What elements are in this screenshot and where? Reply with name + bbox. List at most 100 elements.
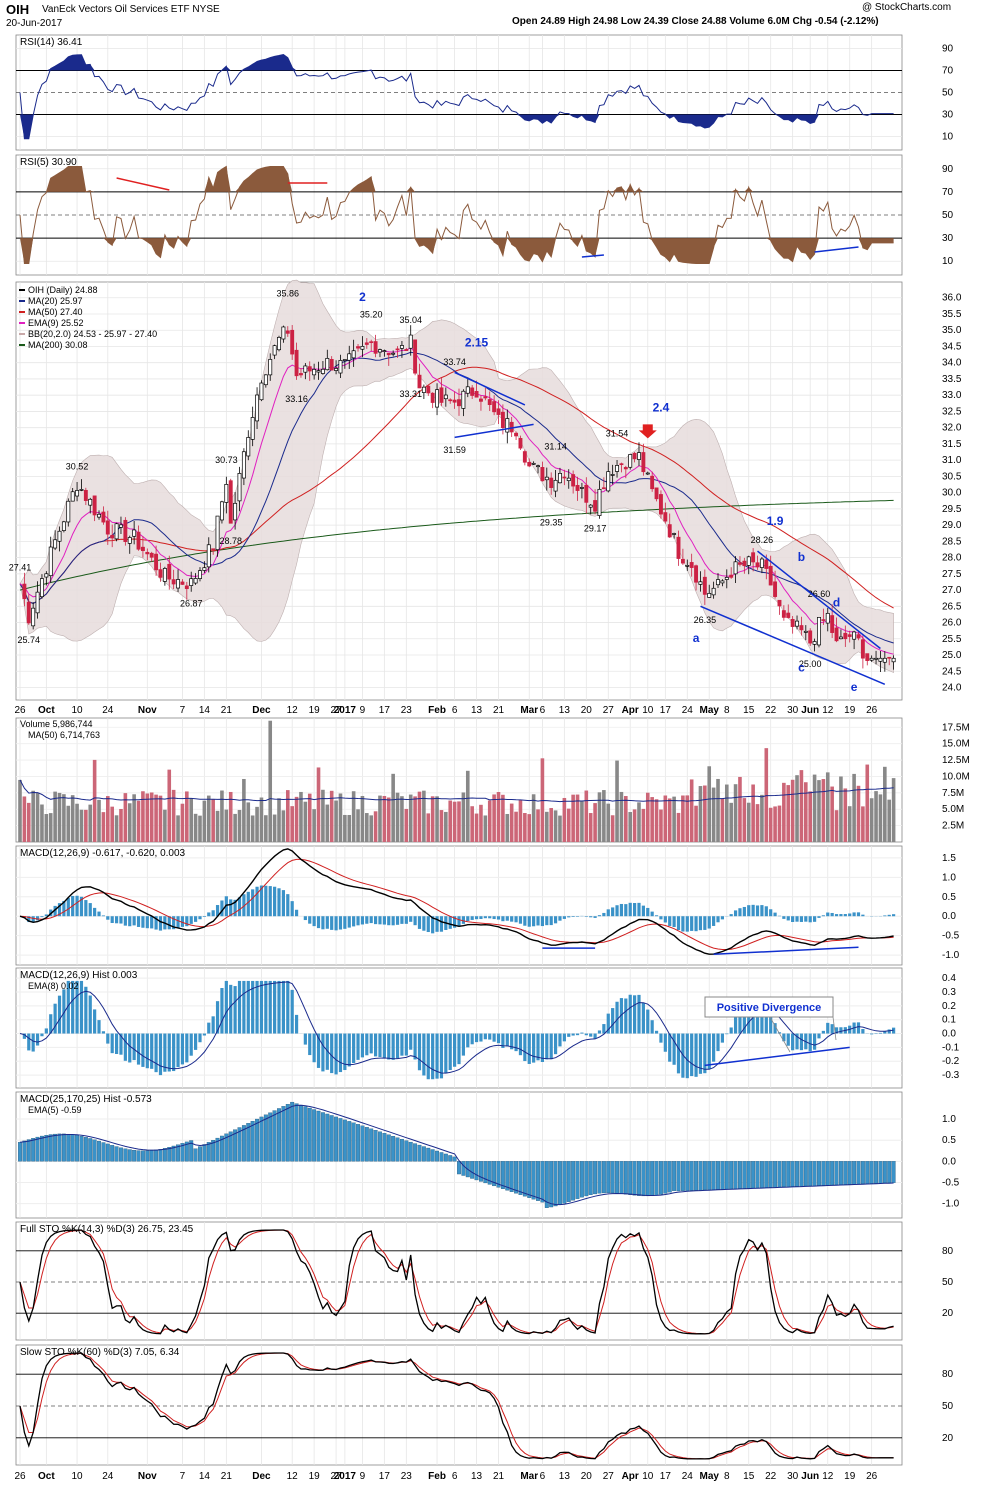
hist-bar [62,989,66,1034]
volume-bar [277,798,281,842]
hist-bar [514,1033,518,1052]
macd-hist-bar [79,896,84,917]
volume-ma-line [19,779,894,803]
volume-bar [566,808,571,842]
long-hist-bar [500,1161,505,1189]
volume-bar [299,791,303,842]
volume-bar [527,814,532,842]
volume-bar [536,809,540,842]
candle-body [233,502,238,521]
candle-body [588,504,593,508]
macd-hist-bar [273,886,277,917]
long-hist-bar [672,1161,677,1191]
long-hist-bar [435,1150,439,1162]
macd-hist-bar [545,916,549,926]
volume-bar [856,785,861,842]
long-hist-bar [83,1137,88,1162]
volume-bar [386,797,391,842]
volume-bar [562,797,567,842]
candle-body [764,559,769,569]
long-hist-bar [891,1161,896,1183]
volume-bar [645,792,650,842]
ema9-line [19,346,894,655]
macd-hist-bar [88,903,92,917]
hist-bar [132,1033,136,1061]
macd-hist-bar [839,914,843,917]
long-hist-bar [224,1133,229,1162]
volume-bar [764,748,769,842]
candle-body [672,533,677,535]
candle-body [206,544,211,568]
price-annotation: 28.78 [219,536,242,546]
macd-hist-bar [593,916,597,918]
volume-bar [610,815,615,842]
x-tick-label: Dec [252,1471,271,1482]
volume-bar [663,795,668,842]
hist-bar [474,1033,479,1043]
candle-body [711,587,716,596]
volume-bar [444,811,448,842]
hist-bar [461,1033,465,1056]
macd-hist-bar [619,903,624,917]
long-hist-bar [724,1161,729,1190]
x-tick-label: 21 [221,1471,233,1482]
hist-bar [523,1033,527,1062]
long-hist-bar [189,1140,194,1162]
candle-body [382,350,387,352]
hist-bar [259,980,264,1034]
macd-divergence-line [713,946,859,956]
volume-bar [632,809,637,842]
legend-label: EMA(9) 25.52 [28,318,84,328]
x-tick-label: 6 [452,705,458,716]
candle-body [825,612,830,624]
volume-bar [343,814,347,842]
macd-hist-bar [602,912,606,917]
x-tick-label: 6 [452,1471,458,1482]
long-hist-bar [707,1161,712,1190]
hist-bar [343,1033,347,1071]
x-tick-label: Nov [138,705,157,716]
hist-bar [580,1032,584,1034]
long-hist-bar [509,1161,514,1192]
candle-body [623,467,628,470]
hist-bar [764,1004,768,1034]
price-annotation: 30.52 [66,462,89,472]
candle-body [575,484,580,491]
x-tick-label: 27 [603,1471,615,1482]
candle-body [83,489,88,501]
candle-body [198,570,202,579]
macd-hist-bar [277,888,281,917]
candle-body [154,553,159,571]
long-hist-bar [803,1161,808,1187]
long-hist-bar [184,1141,189,1162]
macd-hist-bar [703,916,707,930]
long-hist-bar [123,1148,128,1162]
macd-hist-bar [742,906,746,917]
hist-bar [470,1033,474,1045]
hist-bar [646,1009,650,1034]
fsto-d-line [19,1229,894,1335]
long-hist-bar [114,1146,119,1162]
candle-body [92,495,97,516]
macd-hist-bar [650,911,654,917]
candle-body [856,634,861,639]
macd-hist-bar [536,916,540,926]
candle-body [140,546,145,552]
long-hist-bar [764,1161,769,1188]
hist-bar [773,1023,777,1034]
hist-bar [694,1033,698,1077]
hist-divergence-line [704,1046,850,1067]
x-tick-label: Apr [622,705,639,716]
volume-bar [707,766,712,842]
candle-body [386,352,391,356]
long-hist-bar [452,1156,457,1162]
axis-tick-label: 15.0M [942,739,970,750]
candle-body [531,462,536,465]
macd-hist-bar [457,916,461,927]
candle-body [606,471,611,492]
volume-bar [790,779,795,842]
price-tick-label: 33.0 [942,390,962,401]
volume-bar [417,791,422,842]
long-hist-bar [562,1161,567,1204]
price-tick-label: 28.0 [942,553,962,564]
